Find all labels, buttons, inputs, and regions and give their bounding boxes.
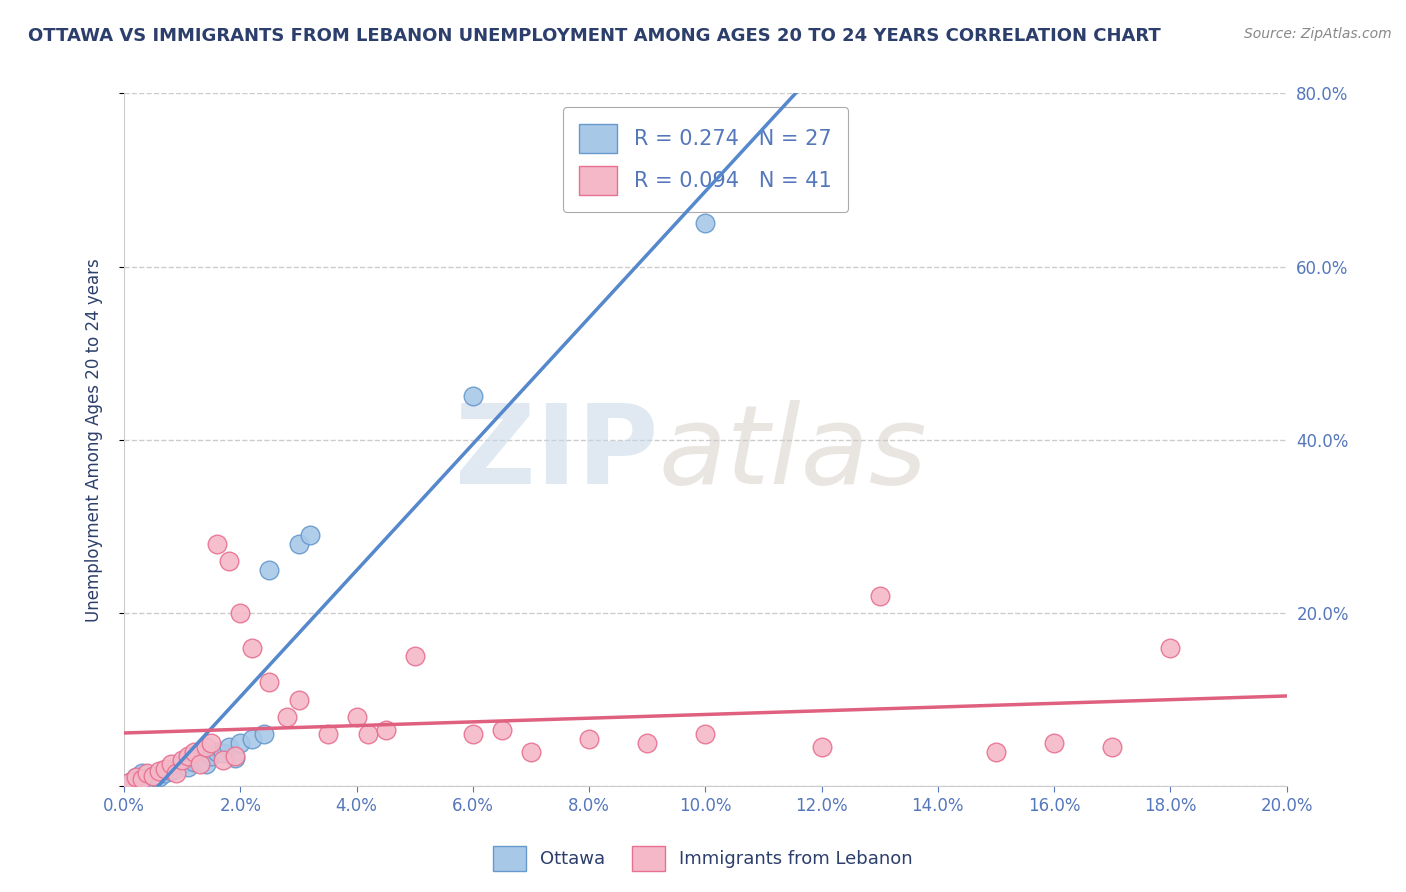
Point (259, 563, 281, 577)
Point (153, 762, 176, 776)
Point (461, 727, 484, 741)
Point (205, 744, 228, 758)
Point (253, 727, 276, 741)
Point (212, 746, 235, 760)
Text: OTTAWA VS IMMIGRANTS FROM LEBANON UNEMPLOYMENT AMONG AGES 20 TO 24 YEARS CORRELA: OTTAWA VS IMMIGRANTS FROM LEBANON UNEMPL… (28, 27, 1161, 45)
Text: ZIP: ZIP (456, 401, 659, 508)
Point (578, 731, 600, 746)
Point (1159, 640, 1181, 655)
Point (229, 606, 252, 620)
Point (205, 536, 228, 550)
Point (136, 766, 159, 780)
Point (810, 740, 832, 755)
Point (229, 736, 252, 750)
Point (240, 731, 263, 746)
Point (461, 389, 484, 403)
Point (159, 757, 181, 772)
Point (636, 736, 658, 750)
Point (153, 766, 176, 780)
Text: Source: ZipAtlas.com: Source: ZipAtlas.com (1244, 27, 1392, 41)
Legend: R = 0.274   N = 27, R = 0.094   N = 41: R = 0.274 N = 27, R = 0.094 N = 41 (562, 107, 848, 212)
Point (287, 692, 309, 706)
Point (142, 769, 165, 783)
Point (357, 727, 380, 741)
Point (346, 710, 368, 724)
Point (194, 757, 217, 772)
Point (984, 744, 1007, 758)
Point (200, 736, 222, 750)
Point (1101, 740, 1123, 755)
Point (200, 748, 222, 763)
Point (148, 764, 170, 778)
Point (695, 727, 717, 741)
Point (259, 675, 281, 690)
Point (224, 751, 246, 765)
Point (136, 772, 159, 787)
Point (125, 771, 148, 785)
Point (218, 740, 240, 755)
Point (299, 528, 322, 542)
Point (869, 589, 891, 603)
Point (172, 753, 194, 767)
Point (131, 772, 153, 787)
Point (316, 727, 339, 741)
Point (172, 757, 194, 772)
Point (212, 753, 235, 767)
Point (188, 753, 211, 767)
Point (142, 769, 165, 783)
Point (695, 216, 717, 230)
Point (491, 723, 513, 737)
Point (125, 771, 148, 785)
Point (194, 740, 217, 755)
Text: atlas: atlas (659, 401, 928, 508)
Point (404, 649, 426, 664)
Point (183, 744, 205, 758)
Point (224, 748, 246, 763)
Legend: Ottawa, Immigrants from Lebanon: Ottawa, Immigrants from Lebanon (486, 838, 920, 879)
Y-axis label: Unemployment Among Ages 20 to 24 years: Unemployment Among Ages 20 to 24 years (86, 258, 103, 622)
Point (374, 723, 396, 737)
Point (218, 554, 240, 568)
Point (1043, 736, 1066, 750)
Point (165, 762, 187, 776)
Point (240, 640, 263, 655)
Point (287, 536, 309, 550)
Point (520, 744, 543, 758)
Point (165, 766, 187, 780)
Point (183, 755, 205, 769)
Point (131, 766, 153, 780)
Point (118, 774, 141, 789)
Point (188, 757, 211, 772)
Point (159, 764, 181, 778)
Point (177, 748, 200, 763)
Point (118, 774, 141, 789)
Point (148, 771, 170, 785)
Point (276, 710, 298, 724)
Point (177, 760, 200, 774)
